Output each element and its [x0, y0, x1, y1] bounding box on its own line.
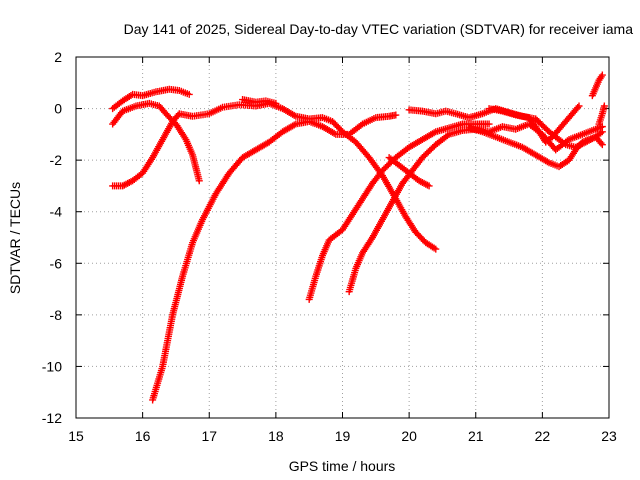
x-tick-label: 22 — [535, 428, 551, 444]
x-tick-label: 20 — [401, 428, 417, 444]
series-arc-k — [485, 102, 583, 146]
series-arc-g — [345, 120, 606, 296]
x-tick-label: 23 — [601, 428, 617, 444]
series-arc-d — [239, 96, 280, 107]
y-tick-label: -4 — [50, 204, 63, 220]
data-point — [185, 90, 193, 98]
x-tick-label: 18 — [268, 428, 284, 444]
data-point — [432, 245, 440, 253]
series-arc-c — [109, 99, 440, 253]
data-point — [597, 139, 605, 147]
y-tick-label: -2 — [50, 152, 63, 168]
data-point — [195, 177, 203, 185]
grid-lines — [76, 57, 609, 418]
data-point — [598, 71, 606, 79]
data-point — [598, 141, 606, 149]
x-tick-label: 19 — [335, 428, 351, 444]
series-arc-f — [305, 120, 493, 303]
data-point — [574, 104, 582, 112]
plot-frame — [75, 56, 610, 419]
chart-title: Day 141 of 2025, Sidereal Day-to-day VTE… — [124, 21, 634, 37]
y-tick-label: 2 — [54, 49, 62, 65]
x-tick-label: 17 — [201, 428, 217, 444]
series-arc-a — [109, 99, 203, 185]
data-point — [485, 120, 493, 128]
data-point — [600, 102, 608, 110]
data-markers — [109, 71, 608, 404]
data-point — [425, 182, 433, 190]
series-arc-b — [109, 85, 193, 113]
y-tick-label: 0 — [54, 101, 62, 117]
data-point — [272, 99, 280, 107]
x-tick-label: 21 — [468, 428, 484, 444]
y-axis-label: SDTVAR / TECUs — [7, 182, 23, 294]
series-arc-m — [595, 102, 608, 128]
x-axis-label: GPS time / hours — [289, 458, 396, 474]
y-tick-label: -10 — [42, 358, 62, 374]
y-tick-label: -8 — [50, 307, 63, 323]
series-arc-l — [588, 71, 606, 100]
series-arc-j — [465, 124, 606, 171]
data-point — [575, 102, 583, 110]
series-arc-h — [385, 154, 433, 190]
y-tick-label: -6 — [50, 255, 63, 271]
data-point — [174, 111, 182, 119]
y-tick-label: -12 — [42, 410, 62, 426]
data-point — [598, 128, 606, 136]
x-tick-label: 15 — [68, 428, 84, 444]
data-point — [392, 111, 400, 119]
tick-labels: 15 16 17 18 19 20 21 22 23 -12 -10 -8 -6 -4 -2 0 2 — [42, 49, 617, 444]
x-tick-label: 16 — [135, 428, 151, 444]
series-arc-e — [149, 111, 400, 404]
